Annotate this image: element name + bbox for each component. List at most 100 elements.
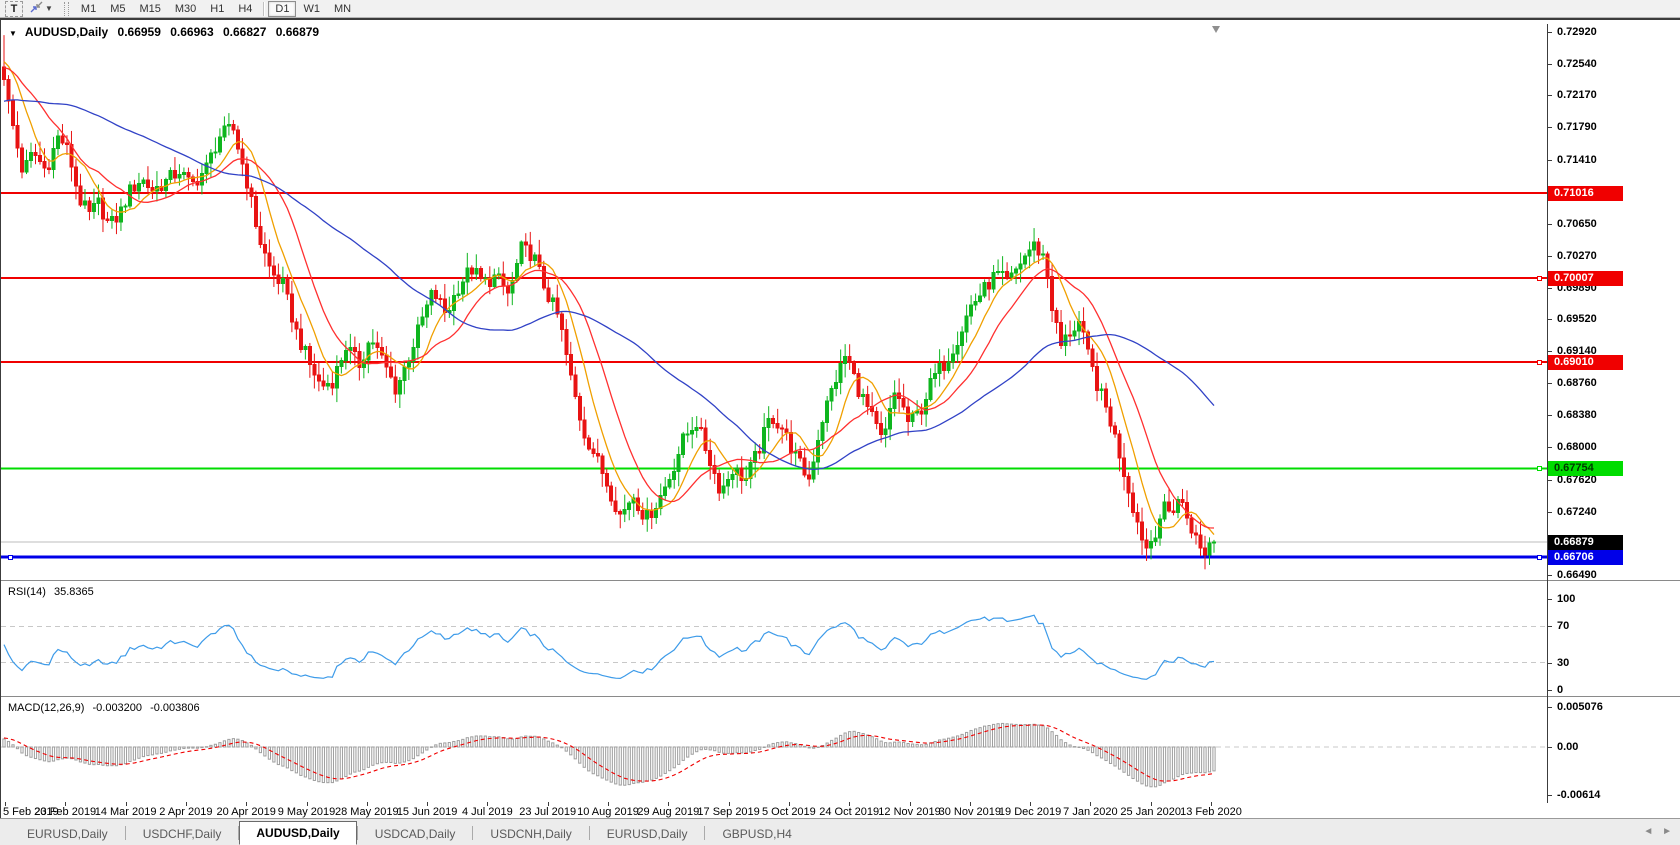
timeframe-m1-button[interactable]: M1	[74, 1, 103, 17]
price-tag-level-0.71016: 0.71016	[1548, 185, 1623, 201]
date-tick-label: 25 Jan 2020	[1120, 806, 1181, 818]
date-tick-label: 23 Jul 2019	[519, 806, 577, 818]
macd-tick-label: 0.00	[1557, 741, 1579, 753]
price-tick-mark	[1547, 159, 1552, 161]
price-tag-level-0.70007: 0.70007	[1548, 270, 1623, 286]
macd-label: MACD(12,26,9) -0.003200 -0.003806	[8, 702, 205, 714]
date-tick-mark	[788, 802, 790, 806]
rsi-chart[interactable]	[1, 582, 1547, 696]
timeframe-m30-button[interactable]: M30	[168, 1, 203, 17]
tabs-scroll-left-icon[interactable]: ◄	[1643, 826, 1654, 837]
text-tool-button[interactable]: T	[5, 0, 23, 17]
price-tick-label: 0.66490	[1557, 569, 1597, 581]
collapse-triangle-icon[interactable]: ▼	[9, 29, 17, 38]
price-tick-mark	[1547, 575, 1552, 576]
macd-tick-mark	[1547, 747, 1552, 748]
chart-tab-eurusd-daily[interactable]: EURUSD,Daily	[27, 827, 108, 841]
date-tick-label: 15 Jun 2019	[396, 806, 458, 818]
macd-name: MACD(12,26,9)	[8, 702, 85, 714]
date-axis: 5 Feb 2019 23 Feb 2019 14 Mar 2019 2 Apr 20…	[1, 802, 1547, 820]
arrows-icon	[30, 1, 43, 16]
timeframe-h4-button[interactable]: H4	[231, 1, 259, 17]
chart-tab-usdcad-daily[interactable]: USDCAD,Daily	[374, 827, 456, 841]
price-tick-mark	[1547, 383, 1552, 385]
moving-average-slow	[3, 99, 1215, 471]
macd-signal-value: -0.003806	[150, 702, 200, 714]
tabs-scroll-nav: ◄ ►	[1637, 826, 1672, 837]
chart-tab-gbpusd-h4[interactable]: GBPUSD,H4	[722, 827, 792, 841]
line-handle-right[interactable]	[1537, 554, 1542, 560]
price-axis-border	[1547, 24, 1548, 803]
price-tick-mark	[1547, 415, 1552, 417]
low-value: 0.66827	[222, 25, 267, 39]
price-tick-label: 0.69520	[1557, 313, 1597, 326]
timeframe-m5-button[interactable]: M5	[103, 1, 132, 17]
date-tick-mark	[366, 802, 368, 806]
date-tick-mark	[1150, 802, 1152, 806]
chart-tab-usdchf-daily[interactable]: USDCHF,Daily	[142, 827, 222, 841]
date-tick-mark	[185, 802, 187, 806]
date-tick-label: 17 Sep 2019	[697, 806, 760, 818]
line-handle-right[interactable]	[1537, 275, 1542, 281]
macd-chart[interactable]	[1, 699, 1547, 802]
rsi-value: 35.8365	[53, 586, 94, 598]
date-tick-label: 4 Jul 2019	[462, 806, 513, 818]
rsi-tick-label: 100	[1557, 593, 1576, 605]
timeframe-mn-button[interactable]: MN	[327, 1, 358, 17]
date-tick-mark	[608, 802, 609, 806]
price-tick-mark	[1547, 95, 1552, 97]
date-tick-label: 9 May 2019	[277, 806, 336, 818]
toolbar-separator	[263, 1, 265, 16]
macd-signal-line	[3, 724, 1215, 782]
date-tick-label: 20 Apr 2019	[216, 806, 276, 818]
rsi-tick-label: 0	[1557, 684, 1564, 696]
date-tick-mark	[668, 802, 670, 806]
macd-tick-label: -0.00614	[1557, 789, 1601, 802]
chevron-down-icon: ▼	[45, 4, 53, 13]
date-tick-mark	[246, 802, 248, 806]
chart-tab-eurusd-daily[interactable]: EURUSD,Daily	[606, 827, 688, 841]
price-tick-label: 0.68000	[1557, 441, 1597, 454]
chart-tab-usdcnh-daily[interactable]: USDCNH,Daily	[490, 827, 572, 841]
date-tick-mark	[1090, 802, 1092, 806]
chart-shift-marker-icon	[1212, 26, 1220, 33]
price-tick-mark	[1547, 447, 1552, 449]
panel-divider[interactable]	[1, 696, 1680, 698]
price-tick-mark	[1547, 319, 1552, 321]
date-tick-mark	[5, 802, 6, 806]
price-tick-mark	[1547, 287, 1552, 289]
chart-tab-audusd-daily[interactable]: AUDUSD,Daily	[239, 821, 357, 845]
date-tick-mark	[728, 802, 730, 806]
date-tick-label: 2 Apr 2019	[159, 806, 213, 818]
tabs-scroll-right-icon[interactable]: ►	[1662, 826, 1672, 837]
line-handle-right[interactable]	[1537, 466, 1542, 472]
line-handle-right[interactable]	[1537, 360, 1542, 366]
date-tick-mark	[65, 802, 67, 806]
rsi-line	[3, 614, 1215, 680]
timeframe-w1-button[interactable]: W1	[296, 1, 327, 17]
date-tick-mark	[1030, 802, 1032, 806]
price-tick-label: 0.67620	[1557, 473, 1597, 486]
high-value: 0.66963	[170, 25, 214, 39]
chart-tabs-bar: EURUSD,Daily USDCHF,Daily AUDUSD,Daily USDC…	[0, 818, 1680, 845]
price-tick-label: 0.71410	[1557, 153, 1597, 166]
date-tick-mark	[306, 802, 308, 806]
arrow-objects-button[interactable]: ▼	[25, 1, 58, 17]
candlestick-chart[interactable]	[1, 24, 1547, 580]
rsi-tick-mark	[1547, 690, 1552, 691]
panel-divider[interactable]	[1, 580, 1680, 582]
timeframe-d1-button[interactable]: D1	[268, 0, 297, 17]
line-handle-left[interactable]	[8, 554, 13, 560]
date-tick-mark	[487, 802, 489, 806]
timeframe-h1-button[interactable]: H1	[203, 1, 231, 17]
tab-separator	[356, 826, 358, 840]
date-tick-label: 24 Oct 2019	[819, 806, 880, 818]
date-tick-label: 30 Nov 2019	[938, 806, 1001, 818]
date-tick-mark	[427, 802, 429, 806]
timeframe-m15-button[interactable]: M15	[132, 1, 167, 17]
rsi-name: RSI(14)	[8, 586, 46, 598]
macd-main-value: -0.003200	[92, 702, 143, 714]
date-tick-mark	[909, 802, 911, 806]
toolbar-grip	[63, 1, 69, 16]
moving-average-fast	[3, 61, 1215, 536]
